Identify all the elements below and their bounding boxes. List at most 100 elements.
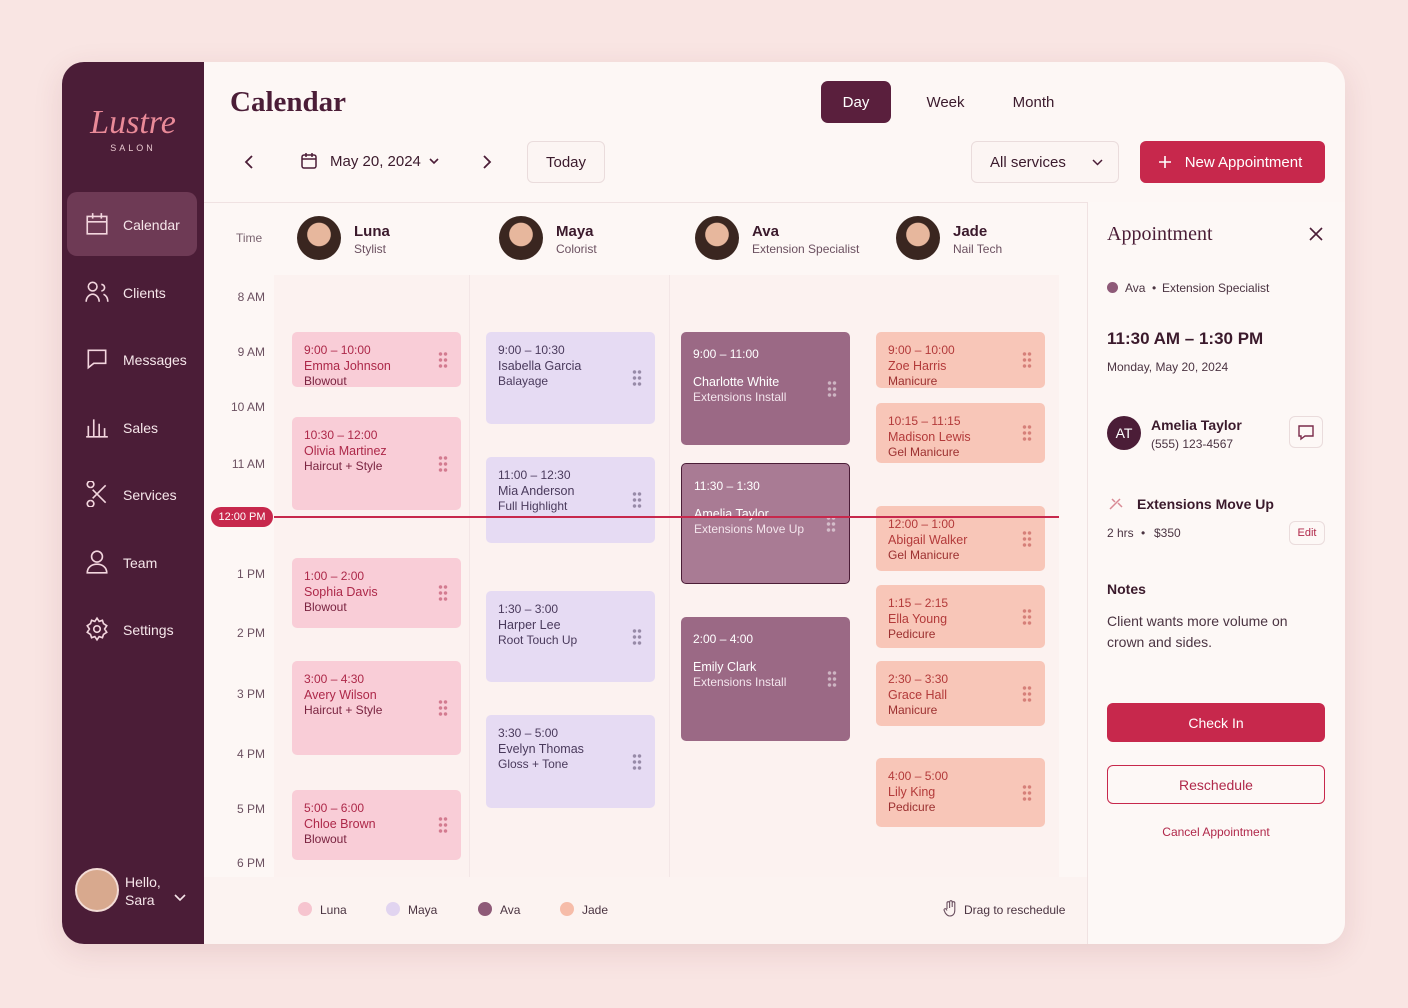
close-panel[interactable] xyxy=(1308,226,1324,242)
hand-icon xyxy=(943,900,956,917)
appointment-card[interactable]: 2:00 – 4:00 Emily Clark Extensions Install xyxy=(681,617,850,741)
appointment-service: Pedicure xyxy=(888,627,936,641)
view-tab[interactable]: Day xyxy=(821,81,891,123)
nav-label: Services xyxy=(123,487,177,503)
nav-item[interactable]: Sales xyxy=(67,395,197,459)
legend-swatch xyxy=(386,902,400,916)
nav-item[interactable]: Clients xyxy=(67,260,197,324)
appointment-card[interactable]: 2:30 – 3:30 Grace Hall Manicure xyxy=(876,661,1045,726)
user-name: Sara xyxy=(125,892,155,908)
appointment-time: 2:00 – 4:00 xyxy=(693,632,754,646)
appointment-card[interactable]: 9:00 – 10:30 Isabella Garcia Balayage xyxy=(486,332,655,424)
nav-item[interactable]: Team xyxy=(67,530,197,594)
nav-item[interactable]: Settings xyxy=(67,597,197,661)
date-caret[interactable] xyxy=(429,158,439,165)
view-tab[interactable]: Week xyxy=(926,93,965,111)
staff-role: Extension Specialist xyxy=(752,242,860,256)
appointment-client: Evelyn Thomas xyxy=(498,741,584,756)
message-client[interactable] xyxy=(1289,416,1323,448)
staff-name: Maya xyxy=(556,223,594,240)
appointment-client: Chloe Brown xyxy=(304,816,376,831)
appointment-panel xyxy=(1087,202,1345,944)
panel-role: Extension Specialist xyxy=(1162,281,1270,295)
drag-handle xyxy=(632,369,642,387)
staff-name: Luna xyxy=(354,223,390,240)
staff-avatar xyxy=(499,216,543,260)
appointment-card[interactable]: 5:00 – 6:00 Chloe Brown Blowout xyxy=(292,790,461,860)
time-column-label: Time xyxy=(236,231,263,245)
app-window: Lustre SALON Hello, Sara Calendar Clients… xyxy=(62,62,1345,944)
appointment-client: Emma Johnson xyxy=(304,358,391,373)
time-label: 8 AM xyxy=(237,290,265,304)
appointment-time: 3:00 – 4:30 xyxy=(304,672,365,686)
time-label: 3 PM xyxy=(236,687,265,701)
user-greeting: Hello, xyxy=(125,874,161,890)
drag-handle xyxy=(438,699,448,717)
client-name: Amelia Taylor xyxy=(1151,417,1242,433)
time-label: 9 AM xyxy=(237,345,265,359)
drag-handle xyxy=(1022,607,1032,626)
nav-item[interactable]: Messages xyxy=(67,327,197,391)
filter-caret xyxy=(1092,159,1103,166)
panel-date: Monday, May 20, 2024 xyxy=(1107,360,1229,374)
appointment-card[interactable]: 11:00 – 12:30 Mia Anderson Full Highlight xyxy=(486,457,655,543)
appointment-service: Manicure xyxy=(888,703,938,717)
check-in-button[interactable]: Check In xyxy=(1107,703,1325,742)
appointment-service: Extensions Move Up xyxy=(694,522,805,536)
user-avatar[interactable] xyxy=(75,868,119,912)
next-day[interactable] xyxy=(481,154,493,170)
panel-time: 11:30 AM – 1:30 PM xyxy=(1107,329,1264,348)
nav-label: Clients xyxy=(123,284,166,301)
legend-label: Maya xyxy=(408,903,438,917)
time-label: 1 PM xyxy=(236,567,265,581)
date-picker[interactable]: May 20, 2024 xyxy=(330,153,421,170)
legend-label: Luna xyxy=(320,903,347,917)
appointment-card[interactable]: 3:00 – 4:30 Avery Wilson Haircut + Style xyxy=(292,661,461,755)
staff-dot xyxy=(1107,282,1118,293)
client-phone: (555) 123-4567 xyxy=(1151,437,1234,451)
nav-item[interactable]: Services xyxy=(67,462,197,526)
appointment-time: 11:00 – 12:30 xyxy=(498,468,571,482)
appointment-client: Abigail Walker xyxy=(888,532,968,547)
page-title: Calendar xyxy=(230,86,346,118)
appointment-client: Harper Lee xyxy=(498,617,561,632)
panel-service: Extensions Move Up xyxy=(1137,496,1274,512)
time-label: 11 AM xyxy=(231,457,265,471)
edit-service[interactable]: Edit xyxy=(1289,521,1325,545)
appointment-service: Blowout xyxy=(304,600,347,614)
appointment-card[interactable]: 11:30 – 1:30 Amelia Taylor Extensions Move… xyxy=(681,463,850,584)
appointment-client: Zoe Harris xyxy=(888,358,947,373)
appointment-card[interactable]: 3:30 – 5:00 Evelyn Thomas Gloss + Tone xyxy=(486,715,655,808)
appointment-card[interactable]: 1:15 – 2:15 Ella Young Pedicure xyxy=(876,585,1045,648)
drag-handle xyxy=(1022,684,1032,703)
drag-handle xyxy=(438,350,448,369)
reschedule-button[interactable]: Reschedule xyxy=(1107,765,1325,804)
legend-bar xyxy=(204,877,1087,944)
appointment-card[interactable]: 1:30 – 3:00 Harper Lee Root Touch Up xyxy=(486,591,655,682)
appointment-card[interactable]: 1:00 – 2:00 Sophia Davis Blowout xyxy=(292,558,461,628)
appointment-time: 3:30 – 5:00 xyxy=(498,726,559,740)
cancel-link[interactable]: Cancel Appointment xyxy=(1162,825,1270,839)
staff-avatar xyxy=(297,216,341,260)
appointment-client: Isabella Garcia xyxy=(498,358,582,373)
drag-handle xyxy=(1022,424,1032,442)
appointment-card[interactable]: 9:00 – 11:00 Charlotte White Extensions In… xyxy=(681,332,850,445)
view-tab[interactable]: Month xyxy=(1012,93,1055,111)
appointment-card[interactable]: 9:00 – 10:00 Zoe Harris Manicure xyxy=(876,332,1045,388)
user-menu-caret[interactable] xyxy=(174,894,186,902)
appointment-card[interactable]: 4:00 – 5:00 Lily King Pedicure xyxy=(876,758,1045,827)
today-button[interactable]: Today xyxy=(527,141,605,183)
appointment-card[interactable]: 10:15 – 11:15 Madison Lewis Gel Manicure xyxy=(876,403,1045,463)
drag-handle xyxy=(826,514,836,533)
prev-day[interactable] xyxy=(243,154,255,170)
appointment-time: 10:15 – 11:15 xyxy=(888,414,961,428)
appointment-time: 4:00 – 5:00 xyxy=(888,769,949,783)
nav-item[interactable]: Calendar xyxy=(67,192,197,256)
appointment-card[interactable]: 9:00 – 10:00 Emma Johnson Blowout xyxy=(292,332,461,388)
now-label: 12:00 PM xyxy=(211,507,273,527)
panel-price: $350 xyxy=(1154,526,1181,540)
appointment-time: 1:00 – 2:00 xyxy=(304,569,365,583)
nav-label: Settings xyxy=(123,622,174,638)
appointment-card[interactable]: 10:30 – 12:00 Olivia Martinez Haircut + St… xyxy=(292,417,461,510)
column-divider xyxy=(469,275,470,877)
